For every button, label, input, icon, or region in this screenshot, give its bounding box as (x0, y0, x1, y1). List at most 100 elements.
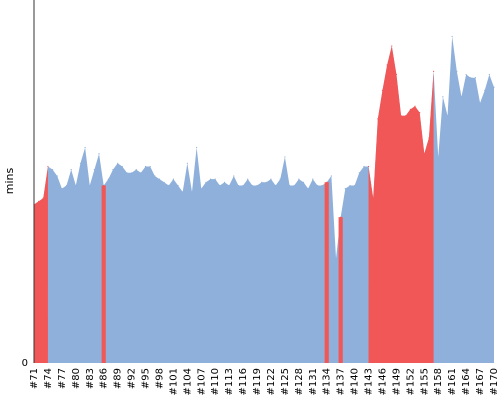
data-point (107, 178, 109, 180)
data-point (298, 178, 300, 180)
data-point (316, 184, 319, 187)
data-point (149, 165, 151, 168)
x-tick-label: #77 (57, 368, 68, 389)
data-point (237, 184, 240, 187)
x-tick-label: #146 (377, 368, 388, 395)
x-tick-label: #119 (252, 368, 263, 395)
data-point (358, 172, 360, 174)
series-area-highlight (34, 166, 48, 363)
data-point (163, 181, 165, 183)
data-point (130, 172, 133, 174)
data-point (335, 257, 337, 259)
x-tick-label: #116 (238, 368, 249, 395)
data-point (433, 70, 435, 72)
data-point (400, 115, 402, 117)
data-point (354, 184, 356, 187)
data-point (428, 137, 430, 139)
data-point (75, 184, 77, 187)
data-point (256, 184, 258, 187)
data-point (103, 184, 105, 187)
data-point (293, 184, 295, 187)
data-point (219, 184, 221, 187)
area-layer (33, 35, 495, 364)
data-point (460, 96, 463, 98)
data-point (223, 181, 226, 183)
x-tick-label: #161 (447, 368, 458, 395)
data-point (186, 162, 188, 164)
data-point (479, 102, 481, 104)
data-point (484, 89, 486, 91)
data-point (456, 70, 458, 72)
data-point (312, 178, 314, 180)
data-point (405, 115, 407, 117)
data-point (158, 178, 161, 180)
data-point (56, 175, 58, 177)
data-point (112, 169, 114, 171)
data-point (172, 178, 174, 180)
x-tick-label: #83 (85, 368, 96, 389)
data-point (191, 191, 193, 193)
data-point (409, 108, 411, 110)
data-point (84, 146, 86, 149)
data-point (205, 181, 207, 183)
data-point (363, 165, 365, 168)
data-point (135, 169, 137, 171)
data-point (265, 181, 267, 183)
x-tick-label: #92 (127, 368, 138, 389)
data-point (288, 184, 291, 187)
data-point (451, 35, 453, 38)
data-point (154, 175, 156, 177)
data-point (349, 184, 351, 187)
data-point (228, 184, 230, 187)
data-point (242, 184, 244, 187)
series-area-highlight (101, 185, 106, 363)
x-tick-label: #107 (196, 368, 207, 395)
data-point (377, 118, 379, 120)
data-point (381, 89, 384, 91)
data-point (326, 181, 328, 183)
data-point (340, 216, 342, 218)
data-point (442, 96, 444, 98)
x-tick-label: #104 (182, 368, 193, 395)
data-point (270, 178, 272, 180)
data-point (261, 181, 263, 183)
data-point (344, 188, 346, 190)
series-area-highlight (324, 182, 329, 363)
x-tick-label: #110 (210, 368, 221, 395)
data-point (321, 184, 323, 187)
x-tick-label: #131 (308, 368, 319, 395)
x-tick-labels: #71 #74 #77 #80 #83 #86 #89 #92 #95 #98 #101 #104 #1… (29, 368, 500, 395)
x-tick-label: #170 (489, 368, 500, 395)
x-tick-label: #128 (294, 368, 305, 395)
x-tick-label: #152 (405, 368, 416, 395)
data-point (302, 181, 305, 183)
x-tick-label: #74 (43, 368, 54, 389)
y-tick-label: 0 (22, 358, 28, 369)
data-point (437, 156, 439, 158)
x-tick-label: #158 (433, 368, 444, 395)
data-point (182, 191, 184, 193)
data-point (126, 172, 128, 174)
x-tick-label: #149 (391, 368, 402, 395)
data-point (140, 172, 142, 174)
y-axis-label: mins (3, 167, 16, 194)
x-tick-label: #137 (336, 368, 347, 395)
x-tick-label: #134 (322, 368, 333, 395)
data-point (493, 86, 495, 88)
x-tick-label: #164 (461, 368, 472, 395)
data-point (465, 73, 467, 76)
data-point (367, 165, 370, 168)
data-point (70, 169, 72, 171)
x-tick-label: #71 (29, 368, 40, 389)
data-point (284, 156, 286, 158)
data-point (470, 77, 472, 79)
data-point (414, 105, 416, 107)
data-point (279, 178, 281, 180)
data-point (144, 165, 147, 168)
data-point (200, 188, 202, 190)
data-point (93, 169, 95, 171)
data-point (419, 111, 421, 114)
data-point (395, 73, 398, 76)
x-tick-label: #95 (141, 368, 152, 389)
